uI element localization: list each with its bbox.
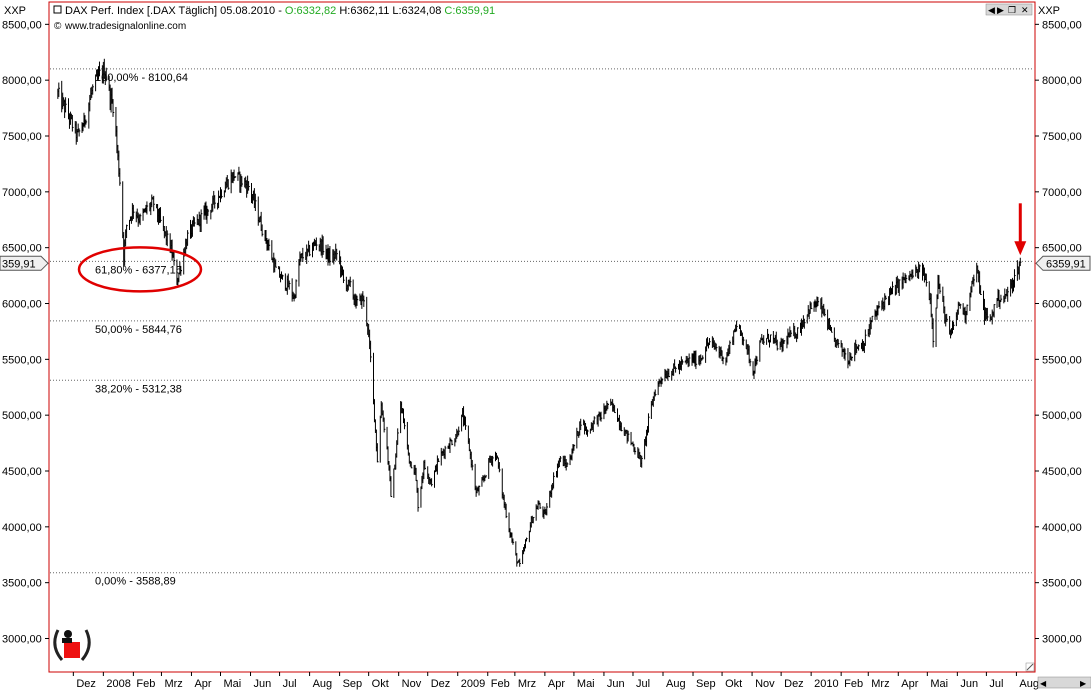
y-tick-label-right: 3500,00 xyxy=(1042,578,1082,590)
svg-text:DAX Perf. Index [.DAX Täglich: DAX Perf. Index [.DAX Täglich] 05.08.201… xyxy=(65,5,495,17)
price-tag-right: 6359,91 xyxy=(1035,255,1091,271)
y-tick-label-right: 6000,00 xyxy=(1042,299,1082,311)
x-tick-label: Aug xyxy=(666,678,686,690)
x-tick-label: Mrz xyxy=(871,678,889,690)
fib-label: 61,80% - 6377,15 xyxy=(95,264,182,276)
x-tick-label: Mrz xyxy=(164,678,182,690)
scroll-left-icon[interactable]: ◀ xyxy=(1040,679,1047,688)
close-icon[interactable]: ✕ xyxy=(1021,5,1029,15)
high-value: H:6362,11 xyxy=(339,5,389,17)
chart-header: DAX Perf. Index [.DAX Täglich] 05.08.201… xyxy=(53,5,495,32)
y-tick-label-left: 7000,00 xyxy=(2,187,42,199)
highlight-ellipse xyxy=(77,246,203,293)
arrow-right-icon[interactable]: ▶ xyxy=(997,5,1004,15)
source-label: www.tradesignalonline.com xyxy=(64,21,186,32)
price-tag-left-label: 359,91 xyxy=(2,258,36,270)
x-tick-label: Jun xyxy=(960,678,978,690)
y-tick-label-right: 8500,00 xyxy=(1042,19,1082,31)
x-tick-label: Apr xyxy=(901,678,918,690)
x-tick-label: Mrz xyxy=(518,678,536,690)
arrow-left-icon[interactable]: ◀ xyxy=(988,5,995,15)
y-tick-label-right: 4000,00 xyxy=(1042,522,1082,534)
resize-grip-icon[interactable] xyxy=(1025,662,1035,672)
y-tick-label-left: 4500,00 xyxy=(2,466,42,478)
corner-right-label: XXP xyxy=(1038,5,1060,17)
price-tag-right-label: 6359,91 xyxy=(1046,258,1086,270)
x-tick-label: Nov xyxy=(755,678,775,690)
y-tick-label-left: 3500,00 xyxy=(2,578,42,590)
x-tick-label: Feb xyxy=(844,678,863,690)
highlight-arrow-head xyxy=(1014,241,1027,256)
x-tick-label: Mai xyxy=(577,678,595,690)
y-tick-label-left: 8500,00 xyxy=(2,19,42,31)
y-tick-label-left: 6500,00 xyxy=(2,243,42,255)
y-tick-label-right: 7000,00 xyxy=(1042,187,1082,199)
x-tick-label: Feb xyxy=(491,678,510,690)
restore-icon[interactable]: ❐ xyxy=(1008,5,1016,15)
y-tick-label-left: 8000,00 xyxy=(2,75,42,87)
y-tick-label-right: 6500,00 xyxy=(1042,243,1082,255)
price-tag-left: 359,91 xyxy=(0,255,49,271)
close-value: C:6359,91 xyxy=(444,5,495,17)
x-tick-label: 2008 xyxy=(106,678,130,690)
x-tick-label: 2009 xyxy=(461,678,485,690)
y-tick-label-right: 5000,00 xyxy=(1042,410,1082,422)
x-tick-label: Nov xyxy=(402,678,422,690)
fib-label: 50,00% - 5844,76 xyxy=(95,324,182,336)
y-tick-label-right: 3000,00 xyxy=(1042,634,1082,646)
annotations xyxy=(77,203,1027,293)
x-tick-label: Jun xyxy=(254,678,272,690)
x-tick-label: Jul xyxy=(636,678,650,690)
x-tick-label: Dez xyxy=(431,678,451,690)
x-tick-label: Aug xyxy=(1019,678,1039,690)
y-tick-label-left: 4000,00 xyxy=(2,522,42,534)
open-value: O:6332,82 xyxy=(285,5,336,17)
low-value: L:6324,08 xyxy=(392,5,441,17)
x-tick-label: Mai xyxy=(224,678,242,690)
x-tick-label: Mai xyxy=(930,678,948,690)
y-tick-label-right: 7500,00 xyxy=(1042,131,1082,143)
x-tick-label: Apr xyxy=(548,678,565,690)
x-tick-label: Jul xyxy=(283,678,297,690)
instrument-title: DAX Perf. Index [.DAX Täglich] 05.08.201… xyxy=(65,5,285,17)
collapse-icon[interactable] xyxy=(53,5,62,14)
y-tick-label-right: 8000,00 xyxy=(1042,75,1082,87)
y-tick-label-left: 6000,00 xyxy=(2,299,42,311)
fib-label: 0,00% - 3588,89 xyxy=(95,576,176,588)
x-tick-label: Okt xyxy=(372,678,389,690)
y-tick-label-left: 5000,00 xyxy=(2,410,42,422)
x-tick-label: Apr xyxy=(194,678,211,690)
x-tick-label: Sep xyxy=(343,678,363,690)
scroll-right-icon[interactable]: ▶ xyxy=(1080,679,1087,688)
price-series xyxy=(57,58,1022,567)
x-tick-label: Jun xyxy=(607,678,625,690)
x-tick-label: 2010 xyxy=(814,678,838,690)
corner-left-label: XXP xyxy=(4,5,26,17)
x-axis: Dez 2008 Feb Mrz Apr Mai Jun Jul Aug Sep Okt Nov Dez… xyxy=(72,672,1039,690)
laurel-logo-icon xyxy=(53,629,91,661)
x-tick-label: Aug xyxy=(313,678,333,690)
y-axis-right: 3000,00 3500,00 4000,00 4500,00 5000,00 5500,… xyxy=(1035,19,1082,646)
copyright-icon: © xyxy=(54,21,62,32)
x-tick-label: Dez xyxy=(76,678,96,690)
y-tick-label-right: 4500,00 xyxy=(1042,466,1082,478)
y-tick-label-left: 7500,00 xyxy=(2,131,42,143)
y-tick-label-left: 5500,00 xyxy=(2,354,42,366)
y-tick-label-left: 3000,00 xyxy=(2,634,42,646)
fib-label: 38,20% - 5312,38 xyxy=(95,383,182,395)
x-tick-label: Feb xyxy=(136,678,155,690)
fib-label: 100,00% - 8100,64 xyxy=(95,72,188,84)
x-tick-label: Sep xyxy=(696,678,716,690)
y-axis-left: 3000,00 3500,00 4000,00 4500,00 5000,00 5500,… xyxy=(2,19,49,646)
x-tick-label: Okt xyxy=(725,678,742,690)
x-tick-label: Jul xyxy=(989,678,1003,690)
x-tick-label: Dez xyxy=(784,678,804,690)
fib-lines: 100,00% - 8100,64 61,80% - 6377,15 50,00% … xyxy=(50,68,1034,588)
plot-frame xyxy=(48,1,1036,673)
window-controls: ◀ ▶ ❐ ✕ xyxy=(985,3,1033,16)
scrollbar[interactable]: ◀ ▶ xyxy=(1037,676,1091,689)
y-tick-label-right: 5500,00 xyxy=(1042,354,1082,366)
